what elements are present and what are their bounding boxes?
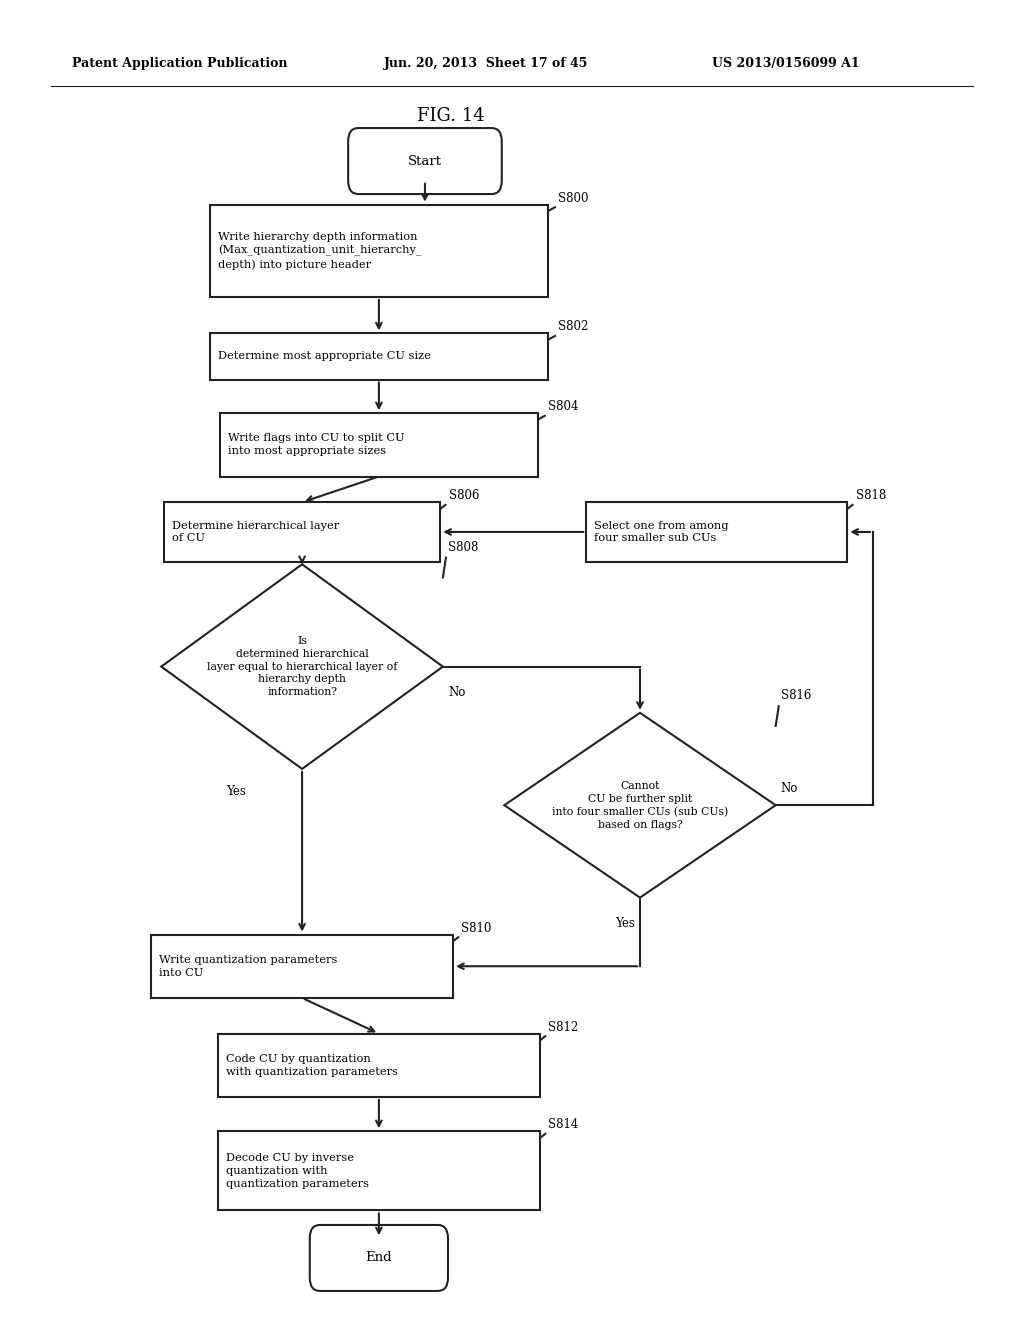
Polygon shape [504, 713, 776, 898]
Text: Select one from among
four smaller sub CUs: Select one from among four smaller sub C… [594, 520, 729, 544]
Text: S806: S806 [449, 490, 479, 503]
Text: Yes: Yes [225, 784, 246, 797]
Text: S814: S814 [549, 1118, 579, 1131]
Text: Decode CU by inverse
quantization with
quantization parameters: Decode CU by inverse quantization with q… [225, 1154, 369, 1188]
FancyBboxPatch shape [220, 413, 538, 477]
Text: No: No [449, 686, 465, 700]
Text: S818: S818 [855, 490, 886, 503]
Text: S816: S816 [781, 689, 811, 702]
Text: Code CU by quantization
with quantization parameters: Code CU by quantization with quantizatio… [225, 1053, 397, 1077]
FancyBboxPatch shape [164, 502, 440, 562]
Text: Is
determined hierarchical
layer equal to hierarchical layer of
hierarchy depth
: Is determined hierarchical layer equal t… [207, 636, 397, 697]
Text: Determine hierarchical layer
of CU: Determine hierarchical layer of CU [172, 520, 339, 544]
FancyBboxPatch shape [217, 1034, 541, 1097]
Text: Write flags into CU to split CU
into most appropriate sizes: Write flags into CU to split CU into mos… [228, 433, 404, 457]
Text: End: End [366, 1251, 392, 1265]
FancyBboxPatch shape [152, 935, 453, 998]
FancyBboxPatch shape [586, 502, 848, 562]
FancyBboxPatch shape [210, 333, 548, 380]
FancyBboxPatch shape [210, 205, 548, 297]
Text: S808: S808 [449, 541, 478, 554]
Text: Jun. 20, 2013  Sheet 17 of 45: Jun. 20, 2013 Sheet 17 of 45 [384, 57, 589, 70]
Text: Cannot
CU be further split
into four smaller CUs (sub CUs)
based on flags?: Cannot CU be further split into four sma… [552, 781, 728, 829]
Text: Write hierarchy depth information
(Max_quantization_unit_hierarchy_
depth) into : Write hierarchy depth information (Max_q… [218, 232, 422, 269]
FancyBboxPatch shape [348, 128, 502, 194]
Text: FIG. 14: FIG. 14 [417, 107, 484, 125]
FancyBboxPatch shape [217, 1131, 541, 1210]
FancyBboxPatch shape [309, 1225, 449, 1291]
Text: No: No [781, 781, 798, 795]
Text: S802: S802 [558, 321, 589, 334]
Text: S812: S812 [549, 1020, 579, 1034]
Text: US 2013/0156099 A1: US 2013/0156099 A1 [712, 57, 859, 70]
Text: S800: S800 [558, 191, 589, 205]
Text: Patent Application Publication: Patent Application Publication [72, 57, 287, 70]
Text: Determine most appropriate CU size: Determine most appropriate CU size [218, 351, 431, 362]
Text: S810: S810 [461, 921, 492, 935]
Text: Write quantization parameters
into CU: Write quantization parameters into CU [160, 954, 338, 978]
Text: Yes: Yes [615, 917, 635, 931]
Text: Start: Start [408, 154, 442, 168]
Polygon shape [161, 565, 442, 768]
Text: S804: S804 [548, 400, 579, 413]
